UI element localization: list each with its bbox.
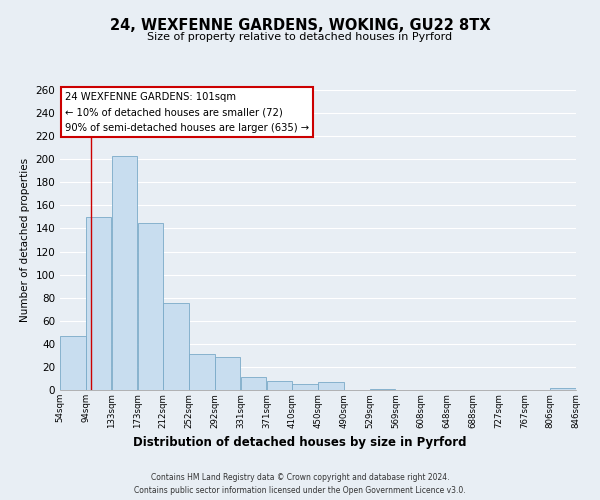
Bar	[292, 384, 318, 390]
Text: 24 WEXFENNE GARDENS: 101sqm
← 10% of detached houses are smaller (72)
90% of sem: 24 WEXFENNE GARDENS: 101sqm ← 10% of det…	[65, 92, 309, 132]
Text: Contains HM Land Registry data © Crown copyright and database right 2024.
Contai: Contains HM Land Registry data © Crown c…	[134, 473, 466, 495]
Bar	[215, 356, 240, 390]
Bar	[60, 336, 86, 390]
Bar	[86, 217, 111, 390]
Bar	[370, 389, 395, 390]
Text: 24, WEXFENNE GARDENS, WOKING, GU22 8TX: 24, WEXFENNE GARDENS, WOKING, GU22 8TX	[110, 18, 490, 32]
Bar	[138, 222, 163, 390]
Y-axis label: Number of detached properties: Number of detached properties	[20, 158, 30, 322]
Bar	[267, 381, 292, 390]
Bar	[112, 156, 137, 390]
Bar	[163, 304, 189, 390]
Bar	[318, 382, 344, 390]
Text: Size of property relative to detached houses in Pyrford: Size of property relative to detached ho…	[148, 32, 452, 42]
Bar	[550, 388, 576, 390]
Text: Distribution of detached houses by size in Pyrford: Distribution of detached houses by size …	[133, 436, 467, 449]
Bar	[241, 378, 266, 390]
Bar	[189, 354, 215, 390]
